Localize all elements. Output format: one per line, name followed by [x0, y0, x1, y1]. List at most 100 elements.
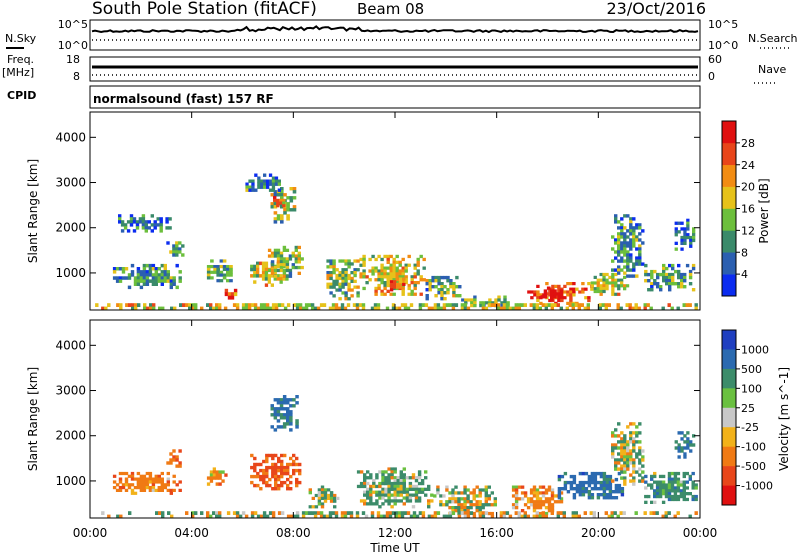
data-cell [650, 483, 654, 487]
data-cell [566, 293, 570, 297]
data-cell [402, 490, 406, 494]
data-cell [166, 471, 170, 476]
power-colorbar-swatch [722, 164, 736, 187]
data-cell [623, 226, 627, 230]
data-cell [620, 256, 624, 260]
data-cell [188, 303, 192, 307]
data-cell [431, 279, 435, 283]
data-cell [276, 198, 280, 202]
data-cell [142, 282, 147, 286]
data-cell [463, 514, 468, 519]
data-cell [406, 306, 411, 311]
data-cell [263, 185, 267, 189]
data-cell [514, 500, 519, 504]
data-cell [165, 217, 169, 221]
data-cell [419, 275, 423, 279]
data-cell [614, 278, 618, 282]
data-cell [376, 306, 381, 311]
data-cell [680, 238, 684, 243]
data-cell [392, 275, 396, 279]
data-cell [556, 500, 561, 504]
data-cell [448, 514, 453, 519]
data-cell [112, 480, 117, 484]
data-cell [381, 490, 385, 494]
data-cell [460, 491, 464, 495]
data-cell [393, 502, 397, 506]
data-cell [626, 256, 630, 260]
data-cell [575, 487, 580, 491]
data-cell [590, 474, 595, 479]
data-cell [253, 271, 257, 275]
data-cell [390, 476, 394, 480]
data-cell [286, 410, 290, 414]
data-cell [336, 496, 340, 500]
data-cell [667, 477, 672, 481]
data-cell [653, 279, 657, 283]
data-cell [329, 493, 334, 498]
data-cell [425, 282, 429, 286]
data-cell [268, 173, 273, 177]
data-cell [538, 503, 543, 507]
data-cell [276, 413, 281, 417]
data-cell [295, 480, 299, 485]
data-cell [472, 494, 476, 498]
data-cell [265, 459, 269, 464]
data-cell [407, 292, 411, 296]
data-cell [694, 306, 698, 311]
data-cell [581, 471, 586, 476]
data-cell [326, 282, 330, 286]
data-cell [112, 267, 117, 271]
data-cell [414, 476, 419, 480]
data-cell [244, 303, 249, 307]
data-cell [295, 422, 299, 426]
data-cell [436, 491, 440, 495]
data-cell [212, 473, 216, 477]
data-cell [472, 514, 477, 519]
data-cell [369, 487, 373, 491]
power-heatmap [95, 173, 698, 311]
data-cell [279, 280, 283, 284]
data-cell [308, 491, 312, 495]
data-cell [446, 288, 450, 292]
data-cell [614, 483, 619, 488]
data-cell [295, 477, 299, 482]
data-cell [670, 480, 675, 484]
data-cell [159, 220, 163, 224]
data-cell [320, 505, 325, 509]
data-cell [620, 490, 625, 494]
data-cell [95, 303, 99, 307]
data-cell [347, 259, 351, 263]
data-cell [667, 497, 672, 502]
data-cell [455, 285, 459, 289]
data-cell [387, 467, 391, 471]
data-cell [658, 492, 663, 496]
data-cell [529, 500, 534, 504]
data-cell [270, 407, 274, 411]
data-cell [493, 503, 497, 507]
data-cell [446, 275, 450, 280]
data-cell [222, 259, 227, 263]
data-cell [245, 188, 249, 192]
data-cell [159, 223, 163, 227]
data-cell [577, 306, 581, 311]
data-cell [448, 497, 452, 501]
data-cell [390, 484, 394, 489]
data-cell [371, 254, 375, 259]
data-cell [280, 193, 284, 197]
data-cell [128, 303, 132, 307]
data-cell [587, 493, 592, 497]
data-cell [408, 487, 413, 491]
data-cell [206, 270, 211, 274]
data-cell [154, 276, 158, 280]
data-cell [368, 257, 372, 262]
data-cell [398, 272, 402, 276]
data-cell [629, 473, 633, 477]
data-cell [632, 461, 636, 465]
data-cell [502, 303, 507, 307]
data-cell [250, 514, 255, 519]
data-cell [535, 500, 540, 504]
data-cell [273, 254, 278, 258]
data-cell [279, 201, 283, 205]
data-cell [566, 490, 571, 494]
data-cell [390, 499, 394, 503]
